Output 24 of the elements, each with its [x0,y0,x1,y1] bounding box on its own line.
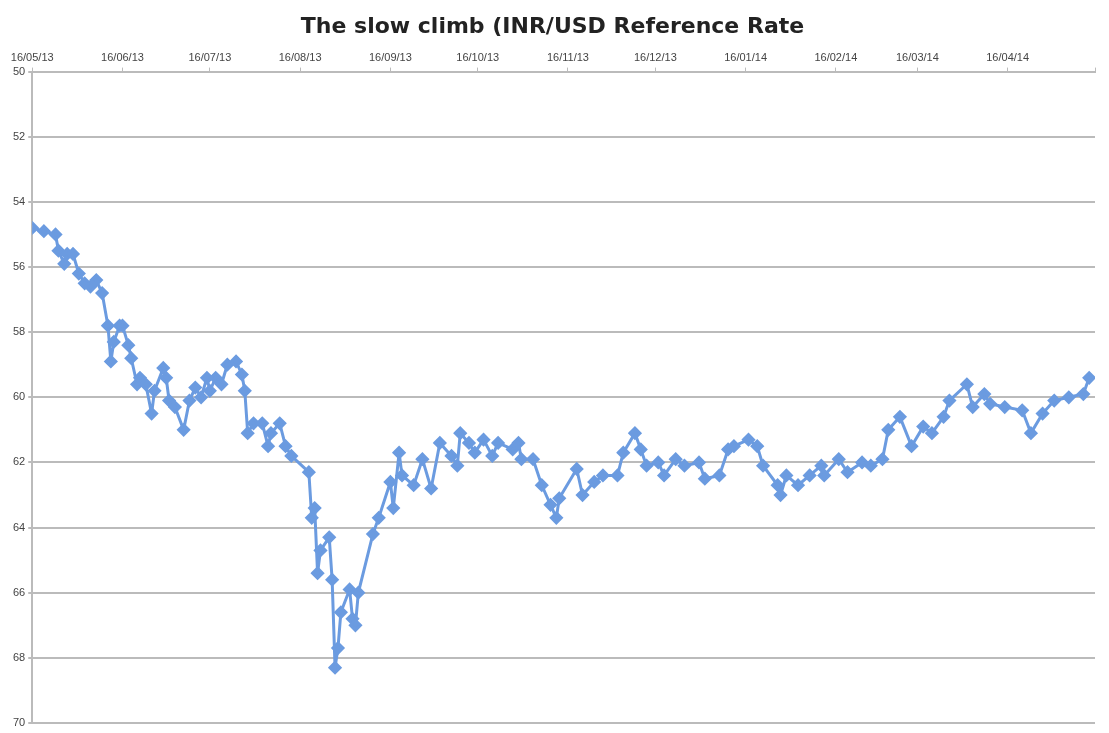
x-tick-label: 16/08/13 [278,51,322,64]
y-tick-label: 58 [12,325,26,338]
chart-title: The slow climb (INR/USD Reference Rate [300,12,805,38]
x-tick-label: 16/09/13 [368,51,412,64]
y-tick-label: 54 [12,194,26,207]
y-tick-label: 68 [12,650,26,663]
y-tick-label: 60 [12,390,26,403]
x-tick-label: 16/05/13 [10,51,54,64]
y-tick-label: 64 [12,520,26,533]
x-tick-label: 16/06/13 [101,51,144,64]
y-tick-label: 70 [12,716,26,729]
x-tick-label: 16/12/13 [633,51,677,64]
x-tick-label: 16/03/14 [895,51,939,64]
x-tick-label: 16/01/14 [724,51,768,64]
x-tick-label: 16/02/14 [814,51,858,64]
y-tick-label: 66 [12,585,26,598]
x-tick-label: 16/11/13 [546,51,589,64]
x-tick-label: 16/10/13 [456,51,500,64]
y-tick-label: 56 [12,260,26,273]
x-tick-label: 16/04/14 [986,51,1030,64]
x-tick-label: 16/07/13 [188,51,232,64]
y-tick-label: 62 [12,455,26,468]
y-tick-label: 50 [12,64,26,77]
y-tick-label: 52 [12,129,26,142]
